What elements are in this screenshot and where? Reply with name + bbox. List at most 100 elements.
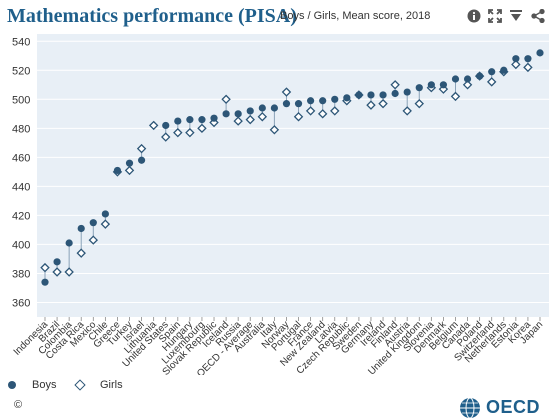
girls-point [281,87,292,97]
girls-point [317,109,328,119]
girls-point [257,112,268,122]
girls-point [221,94,231,105]
girls-point [136,143,147,154]
girls-point [390,80,400,90]
girls-point [64,267,74,277]
legend-girls-marker [74,379,86,391]
oecd-logo[interactable]: OECD [458,397,548,419]
boys-point [113,166,122,175]
legend-boys-label: Boys [32,379,57,391]
legend-boys[interactable]: Boys [8,377,56,393]
chart-svg: 360380400420440460480500520540IndonesiaB… [12,36,549,375]
girls-point [330,106,340,116]
boys-point [307,97,315,105]
boys-point [41,278,49,286]
share-icon[interactable] [530,8,546,24]
legend-boys-marker [8,381,16,389]
boys-point [198,116,206,124]
download-icon[interactable] [508,8,524,24]
girls-point [245,114,255,125]
y-tick-label: 460 [12,152,30,164]
boys-point [101,210,109,218]
girls-point [305,106,316,116]
boys-point [270,104,278,112]
plot-area [37,34,549,317]
boys-point [186,116,194,124]
y-tick-label: 380 [12,268,30,280]
boys-point [391,89,399,98]
girls-point [185,127,195,138]
chart-title: Mathematics performance (PISA) [7,5,297,27]
boys-point [403,88,411,96]
girls-point [197,123,207,134]
boys-point [162,121,170,130]
boys-point [500,66,508,74]
girls-point [40,262,50,273]
boys-point [53,258,61,266]
boys-point [137,156,146,164]
expand-icon[interactable] [487,8,503,24]
legend-girls-label: Girls [100,379,123,391]
copyright-symbol: © [14,399,23,411]
boys-point [294,100,303,108]
girls-point [173,127,183,138]
boys-point [367,91,375,99]
boys-point [234,110,242,118]
boys-point [222,110,230,118]
boys-point [488,68,496,76]
boys-point [258,104,266,112]
boys-point [463,75,472,83]
oecd-logo-text: OECD [486,397,541,417]
girls-point [523,62,533,73]
boys-point [343,94,351,102]
girls-point [148,120,159,131]
girls-point [161,132,171,142]
boys-point [174,117,182,125]
girls-point [269,125,280,135]
boys-point [65,239,73,247]
boys-point [524,55,532,63]
boys-point [415,84,423,92]
boys-point [512,55,520,63]
legend-girls[interactable]: Girls [74,377,123,393]
chart-subtitle: Boys / Girls, Mean score, 2018 [280,10,431,22]
girls-point [52,267,62,277]
girls-point [486,77,497,87]
girls-point [511,59,521,70]
y-tick-label: 360 [12,297,30,309]
girls-point [450,91,461,102]
girls-point [378,98,388,109]
girls-point [124,165,135,176]
girls-point [233,116,243,126]
girls-point [76,248,86,258]
chart-header: Mathematics performance (PISA) Boys / Gi… [0,0,560,34]
girls-point [402,106,412,116]
oecd-globe-icon [460,397,480,419]
girls-point [88,235,99,245]
boys-point [379,91,387,99]
boys-point [282,100,291,108]
boys-point [246,107,254,115]
girls-point [462,80,473,90]
boys-point [355,91,363,99]
y-tick-label: 400 [12,239,30,251]
girls-point [366,100,376,110]
girls-point [100,219,111,229]
boys-point [476,72,484,80]
boys-point [331,95,339,103]
girls-point [414,98,424,109]
boys-point [536,49,544,57]
boys-point [125,159,134,167]
boys-point [427,81,435,89]
y-tick-label: 500 [12,94,30,106]
y-tick-label: 480 [12,123,30,135]
y-tick-label: 440 [12,181,30,193]
y-tick-label: 520 [12,65,30,77]
boys-point [89,219,97,227]
y-tick-label: 540 [12,36,30,48]
y-tick-label: 420 [12,210,30,222]
info-icon[interactable] [466,8,482,24]
boys-point [319,97,327,105]
boys-point [451,75,460,83]
girls-point [293,112,304,122]
